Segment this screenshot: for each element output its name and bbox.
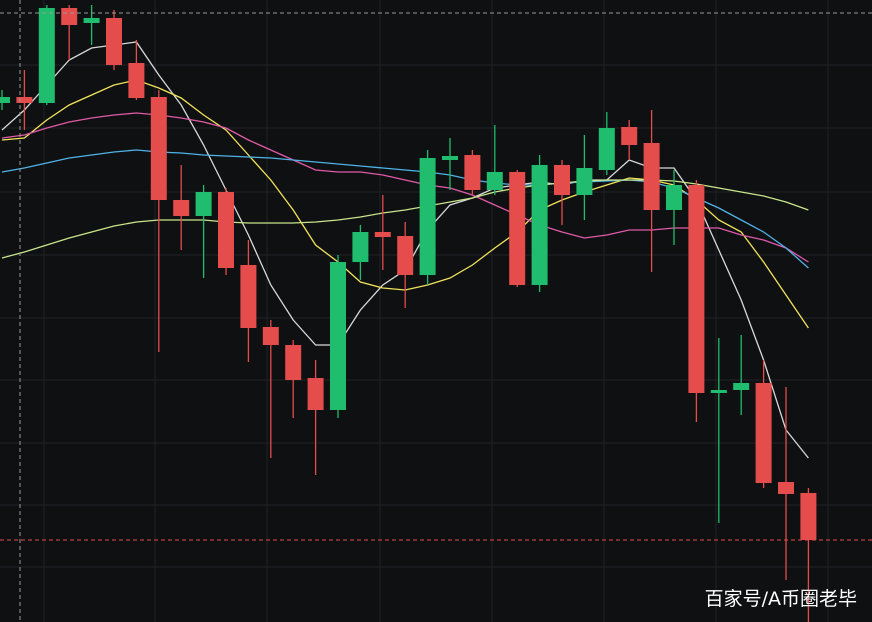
candle-body [554,165,570,195]
candle-body [442,156,458,160]
candle-body [150,97,167,200]
candle-body [38,8,55,103]
candle-body [598,128,615,170]
candle-body [173,200,190,216]
candle-body [285,345,302,380]
candle-body [666,185,682,210]
candle-body [643,143,660,210]
candle-body [688,185,705,393]
candle-body [262,327,279,345]
candle-body [486,172,503,190]
watermark: 百家号/A币圈老毕 [705,588,857,610]
candle-body [397,236,414,275]
candle-body [464,155,481,190]
candle-body [218,192,234,268]
candle-body [16,97,33,103]
candle-body [307,378,324,410]
candle-body [621,127,638,145]
candle-body [800,493,817,540]
candle-body [352,232,369,262]
candle-body [531,165,548,285]
candle-body [330,262,346,410]
candle-body [61,8,78,25]
candle-body [0,97,10,103]
candle-body [195,192,212,216]
candle-body [240,265,257,328]
candle-body [509,172,526,285]
grid [0,64,872,568]
candle-body [128,63,145,98]
candle-body [755,383,772,483]
candle-body [778,482,794,494]
candle-body [83,18,100,23]
candle-body [419,158,436,275]
candle-body [733,383,750,390]
candles [0,5,817,622]
candle-body [710,390,727,393]
candle-body [106,18,122,65]
candle-body [576,168,593,195]
candle-body [374,232,391,237]
